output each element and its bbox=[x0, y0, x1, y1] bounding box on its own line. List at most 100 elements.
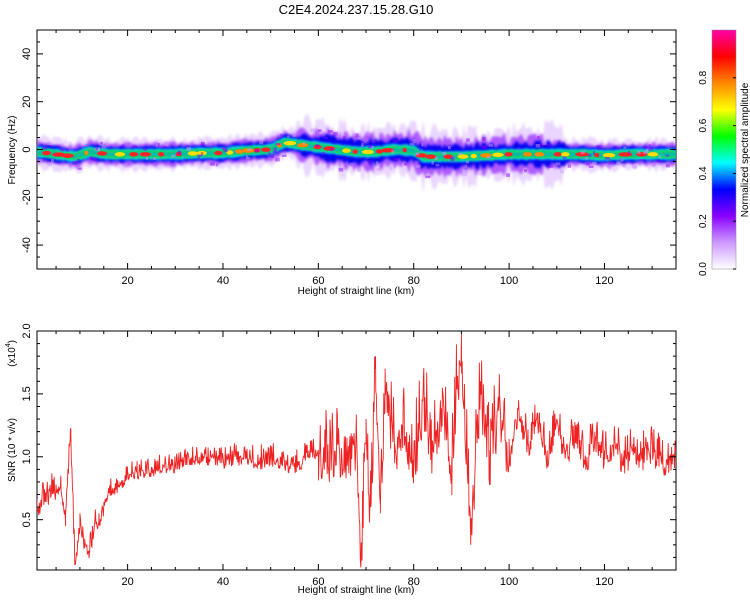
snr-series-line bbox=[37, 333, 676, 568]
spectrogram-speckle bbox=[215, 163, 218, 167]
spectrogram-peak bbox=[504, 152, 513, 157]
spectrogram-speckle bbox=[317, 129, 322, 132]
spectrogram-speckle bbox=[465, 160, 470, 164]
spectrogram-speckle bbox=[608, 165, 611, 170]
spectrogram-peak bbox=[575, 152, 589, 157]
spectrogram-speckle bbox=[656, 162, 662, 165]
spectrogram-speckle bbox=[616, 147, 620, 150]
spectrogram-peak bbox=[129, 152, 139, 157]
spectrogram-speckle bbox=[310, 128, 315, 133]
spectrogram-speckle bbox=[412, 139, 416, 144]
spectrogram-speckle bbox=[447, 145, 451, 150]
spectrogram-speckle bbox=[488, 144, 493, 147]
snr-ytick-label: 1.5 bbox=[21, 386, 33, 401]
spectrogram-speckle bbox=[89, 156, 93, 161]
spectrogram-xtick-label: 20 bbox=[121, 275, 133, 287]
snr-xtick-label: 80 bbox=[408, 576, 420, 588]
snr-panel: 20 40 60 80 100 120 0.5 1.0 1.5 2.0 Height of str… bbox=[5, 323, 677, 596]
snr-ytick-label: 1.0 bbox=[21, 449, 33, 464]
spectrogram-peak bbox=[602, 153, 616, 158]
spectrogram-xtick: 120 bbox=[595, 30, 614, 287]
spectrogram-speckle bbox=[223, 148, 228, 153]
spectrogram-speckle bbox=[47, 162, 53, 166]
spectrogram-speckle bbox=[287, 135, 290, 138]
spectrogram-speckle bbox=[350, 162, 354, 165]
snr-xtick: 20 bbox=[121, 331, 134, 588]
snr-xtick: 60 bbox=[312, 331, 324, 588]
spectrogram-speckle bbox=[442, 151, 447, 156]
spectrogram-xtick-label: 40 bbox=[217, 275, 229, 287]
spectrogram-peak bbox=[553, 152, 562, 157]
spectrogram-peak bbox=[352, 149, 358, 154]
spectrogram-speckle bbox=[200, 152, 204, 156]
spectrogram-speckle bbox=[72, 160, 77, 165]
spectrogram-speckle bbox=[186, 147, 191, 151]
spectrogram-peak bbox=[323, 146, 336, 151]
spectrogram-speckle bbox=[427, 174, 433, 178]
spectrogram-speckle bbox=[389, 166, 393, 170]
spectrogram-speckle bbox=[267, 152, 272, 156]
spectrogram-speckle bbox=[465, 169, 469, 174]
colorbar-tick: 0.0 bbox=[698, 262, 736, 276]
spectrogram-speckle bbox=[92, 157, 97, 162]
spectrogram-speckle bbox=[425, 175, 431, 179]
spectrogram-speckle bbox=[122, 144, 125, 149]
spectrogram-speckle bbox=[555, 162, 561, 166]
spectrogram-speckle bbox=[409, 142, 415, 146]
snr-xlabel: Height of straight line (km) bbox=[298, 585, 415, 596]
spectrogram-peak bbox=[42, 150, 51, 156]
spectrogram-axes: 20 40 60 80 100 120 -40 -20 0 20 40 bbox=[21, 29, 677, 287]
spectrogram-speckle bbox=[302, 141, 305, 145]
spectrogram-speckle bbox=[658, 154, 661, 159]
spectrogram-speckle bbox=[145, 156, 149, 160]
spectrogram-speckle bbox=[586, 163, 590, 166]
spectrogram-speckle bbox=[656, 160, 661, 163]
spectrogram-peak bbox=[214, 150, 223, 156]
spectrogram-xlabel: Height of straight line (km) bbox=[298, 286, 415, 297]
spectrogram-speckle bbox=[562, 156, 567, 159]
spectrogram-speckle bbox=[644, 146, 648, 150]
svg-text:(x104): (x104) bbox=[5, 340, 18, 367]
spectrogram-ytick-label: 40 bbox=[21, 48, 33, 60]
spectrogram-ytick-label: -20 bbox=[21, 189, 33, 205]
spectrogram-speckle bbox=[47, 142, 53, 145]
spectrogram-speckle bbox=[435, 164, 440, 167]
spectrogram-speckle bbox=[546, 143, 551, 147]
spectrogram-speckle bbox=[616, 161, 621, 165]
spectrogram-speckle bbox=[77, 167, 82, 170]
spectrogram-speckle bbox=[95, 146, 98, 151]
spectrogram-peak bbox=[61, 153, 74, 158]
spectrogram-peak bbox=[297, 142, 309, 148]
spectrogram-xtick: 80 bbox=[408, 30, 420, 287]
spectrogram-peak bbox=[534, 152, 545, 157]
snr-xtick-label: 20 bbox=[121, 576, 133, 588]
spectrogram-peak bbox=[261, 147, 271, 152]
spectrogram-ylabel: Frequency (Hz) bbox=[7, 116, 18, 185]
spectrogram-ytick: -20 bbox=[21, 189, 676, 205]
spectrogram-speckle bbox=[665, 164, 670, 168]
spectrogram-peak bbox=[594, 152, 600, 158]
spectrogram-peak bbox=[618, 152, 633, 157]
spectrogram-speckle bbox=[462, 172, 467, 176]
spectrogram-speckle bbox=[324, 136, 329, 139]
spectrogram-speckle bbox=[143, 147, 147, 151]
spectrogram-xtick: 100 bbox=[500, 30, 518, 287]
snr-xtick: 120 bbox=[595, 331, 614, 588]
spectrogram-speckle bbox=[561, 166, 564, 169]
snr-xtick-label: 100 bbox=[500, 576, 518, 588]
spectrogram-speckle bbox=[272, 150, 278, 154]
spectrogram-speckle bbox=[434, 156, 438, 161]
spectrogram-speckle bbox=[275, 143, 281, 146]
spectrogram-speckle bbox=[648, 147, 654, 151]
spectrogram-speckle bbox=[539, 143, 544, 147]
spectrogram-speckle bbox=[506, 173, 511, 177]
snr-xtick-label: 120 bbox=[595, 576, 613, 588]
spectrogram-speckle bbox=[537, 136, 540, 139]
spectrogram-speckle bbox=[517, 147, 521, 150]
spectrogram-speckle bbox=[584, 157, 589, 160]
spectrogram-speckle bbox=[418, 148, 422, 151]
spectrogram-speckle bbox=[645, 148, 649, 153]
spectrogram-speckle bbox=[61, 143, 64, 146]
snr-xtick: 40 bbox=[217, 331, 229, 588]
snr-xtick: 80 bbox=[408, 331, 420, 588]
